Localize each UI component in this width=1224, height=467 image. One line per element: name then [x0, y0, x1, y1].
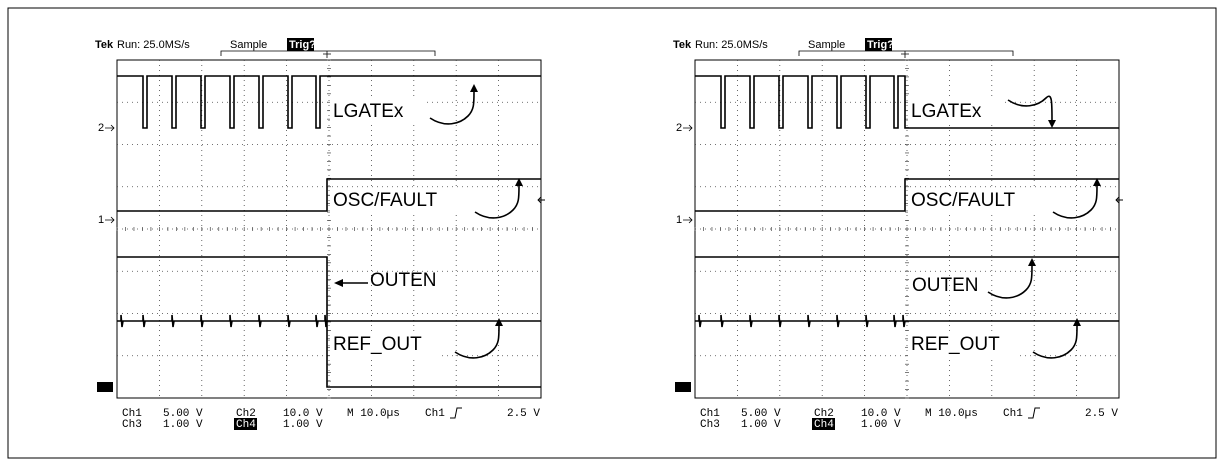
label-lgatex: LGATEx — [333, 101, 404, 122]
readout: Ch4 — [814, 419, 834, 431]
trig-status: Trig? — [289, 39, 316, 51]
readout: 10.0 V — [283, 408, 323, 420]
marker-arrow — [105, 124, 115, 132]
label-outen: OUTEN — [370, 270, 437, 291]
arrow-head — [1048, 120, 1056, 128]
label-ref-out: REF_OUT — [911, 334, 1000, 355]
arrow-head — [334, 279, 343, 287]
label-lgatex: LGATEx — [911, 101, 982, 122]
trace-osc-fault — [117, 178, 541, 212]
readout: M 10.0µs — [925, 408, 978, 420]
run-rate: Run: 25.0MS/s — [117, 39, 190, 51]
readout: Ch4 — [236, 419, 256, 431]
arrow-head — [470, 84, 478, 92]
arrow — [1052, 185, 1098, 219]
acq-mode: Sample — [808, 39, 845, 51]
oscilloscope: Tek Run: 25.0MS/s Sample Trig? 2 1 LGATEx OSC/F… — [673, 38, 1123, 431]
arrow — [1007, 95, 1053, 121]
label-bg — [908, 188, 1044, 214]
record-bracket — [798, 50, 1014, 58]
channel-marker: 1 — [676, 214, 682, 226]
channel-marker: 1 — [98, 214, 104, 226]
arrow — [429, 91, 475, 125]
readout: 1.00 V — [861, 419, 901, 431]
readout: 1.00 V — [163, 419, 203, 431]
readout: Ch1 — [425, 408, 445, 420]
readout: Ch1 — [1003, 408, 1023, 420]
channel-marker: 2 — [676, 122, 682, 134]
arrow-head — [495, 318, 503, 326]
readout: Ch1 — [122, 408, 142, 420]
channel-marker: 2 — [98, 122, 104, 134]
readout: Ch3 — [700, 419, 720, 431]
arrow — [987, 265, 1033, 299]
oscilloscope: Tek Run: 25.0MS/s Sample Trig? 2 1 LGATEx OSC/F… — [95, 38, 545, 431]
arrow-head — [1093, 178, 1101, 186]
label-ref-out: REF_OUT — [333, 334, 422, 355]
readout: Ch2 — [814, 408, 834, 420]
readout: 10.0 V — [861, 408, 901, 420]
readout: 5.00 V — [163, 408, 203, 420]
label-bg — [330, 188, 466, 214]
arrow — [474, 185, 520, 219]
trigger-marker — [1115, 196, 1123, 204]
trig-status: Trig? — [867, 39, 894, 51]
trigger-slope — [450, 407, 462, 419]
trigger-marker — [537, 196, 545, 204]
marker-arrow — [683, 124, 693, 132]
readout: Ch2 — [236, 408, 256, 420]
ground-marker — [675, 382, 691, 392]
arrow — [454, 325, 500, 359]
trace-osc-fault — [695, 178, 1119, 212]
readout: M 10.0µs — [347, 408, 400, 420]
readout: 5.00 V — [741, 408, 781, 420]
record-bracket — [220, 50, 436, 58]
readout: 2.5 V — [507, 408, 540, 420]
trig-badge — [865, 38, 892, 51]
readout: 1.00 V — [283, 419, 323, 431]
frame — [7, 7, 1217, 459]
arrow-head — [515, 178, 523, 186]
label-bg — [330, 100, 426, 124]
ground-marker — [97, 382, 113, 392]
readout: Ch3 — [122, 419, 142, 431]
label-bg — [908, 100, 1004, 124]
marker-arrow — [683, 216, 693, 224]
acq-mode: Sample — [230, 39, 267, 51]
trace-lgatex — [695, 75, 1119, 129]
trigger-slope — [1028, 407, 1040, 419]
label-osc-fault: OSC/FAULT — [911, 190, 1016, 211]
arrow — [1032, 325, 1078, 359]
trace-ref-out — [117, 314, 541, 328]
channel-badge — [234, 418, 257, 430]
trace-lgatex — [117, 75, 541, 129]
trace-ref-out — [695, 314, 1119, 328]
arrow-head — [1028, 258, 1036, 266]
brand: Tek — [95, 39, 114, 51]
arrow-head — [1073, 318, 1081, 326]
readout: 2.5 V — [1085, 408, 1118, 420]
marker-arrow — [105, 216, 115, 224]
readout: 1.00 V — [741, 419, 781, 431]
label-bg — [908, 332, 1018, 358]
run-rate: Run: 25.0MS/s — [695, 39, 768, 51]
label-outen: OUTEN — [912, 275, 979, 296]
channel-badge — [812, 418, 835, 430]
label-bg — [330, 332, 440, 358]
label-osc-fault: OSC/FAULT — [333, 190, 438, 211]
trig-badge — [287, 38, 314, 51]
readout: Ch1 — [700, 408, 720, 420]
brand: Tek — [673, 39, 692, 51]
